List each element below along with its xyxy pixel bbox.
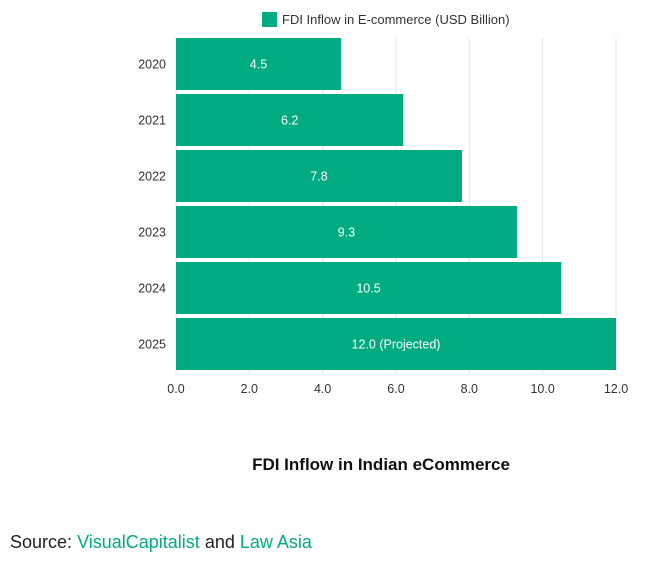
y-tick-label: 2021 <box>138 114 166 128</box>
x-tick-label: 6.0 <box>387 382 404 396</box>
source-prefix: Source: <box>10 532 73 552</box>
y-tick-label: 2022 <box>138 170 166 184</box>
labels: 0.0 2.0 4.0 6.0 8.0 10.0 12.0 4.5 2020 6.2 2021 7.8… <box>138 58 628 397</box>
bar-value-label: 10.5 <box>356 282 380 296</box>
x-tick-label: 8.0 <box>461 382 478 396</box>
x-tick-label: 0.0 <box>167 382 184 396</box>
bar-2020 <box>176 38 341 90</box>
y-tick-label: 2023 <box>138 226 166 240</box>
bar-value-label: 4.5 <box>250 58 267 72</box>
chart-title: FDI Inflow in Indian eCommerce <box>252 455 510 474</box>
legend-label: FDI Inflow in E-commerce (USD Billion) <box>282 12 510 27</box>
y-tick-label: 2020 <box>138 58 166 72</box>
bar-value-label: 12.0 (Projected) <box>352 338 441 352</box>
x-tick-label: 4.0 <box>314 382 331 396</box>
bar-value-label: 6.2 <box>281 114 298 128</box>
x-tick-label: 2.0 <box>241 382 258 396</box>
bar-value-label: 7.8 <box>310 170 327 184</box>
x-tick-label: 12.0 <box>604 382 628 396</box>
bar-2023 <box>176 206 517 258</box>
bar-2021 <box>176 94 404 146</box>
bar-2022 <box>176 150 462 202</box>
y-tick-label: 2024 <box>138 282 166 296</box>
bar-value-label: 9.3 <box>338 226 355 240</box>
legend-swatch <box>262 12 277 27</box>
source-link-visualcapitalist[interactable]: VisualCapitalist <box>77 532 200 552</box>
source-link-law-asia[interactable]: Law Asia <box>239 532 312 552</box>
source-line: Source: VisualCapitalist and Law Asia <box>10 532 312 553</box>
bar-chart: 0.0 2.0 4.0 6.0 8.0 10.0 12.0 4.5 2020 6.2 2021 7.8… <box>138 38 628 397</box>
bar-2024 <box>176 262 561 314</box>
legend: FDI Inflow in E-commerce (USD Billion) <box>262 12 510 27</box>
bars <box>176 38 616 370</box>
bar-2025 <box>176 318 616 370</box>
x-tick-label: 10.0 <box>530 382 554 396</box>
y-tick-label: 2025 <box>138 338 166 352</box>
source-joiner: and <box>204 532 235 552</box>
